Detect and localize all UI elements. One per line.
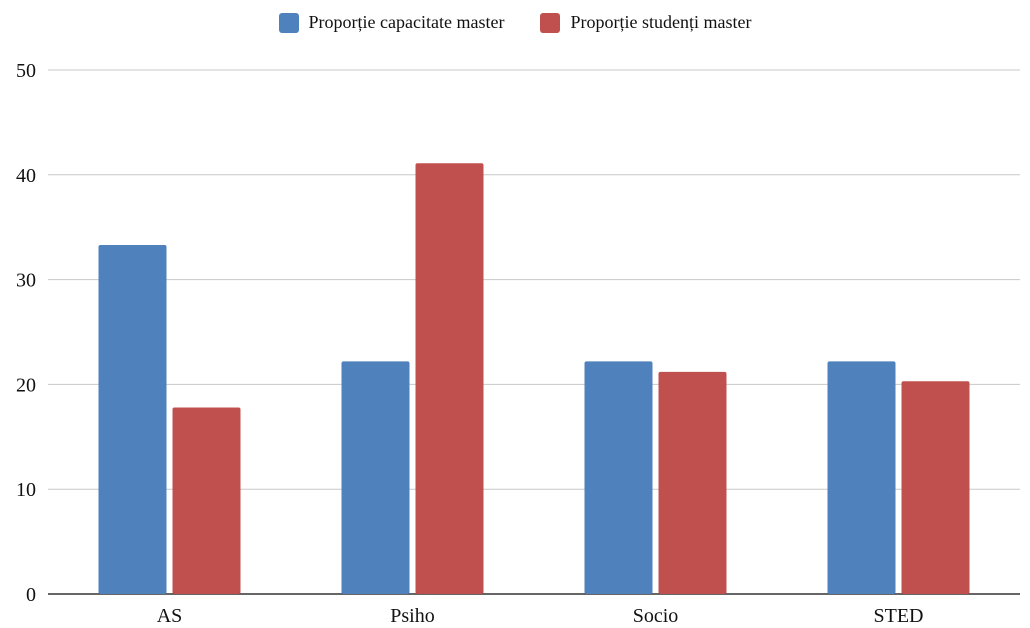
x-tick-label: STED bbox=[874, 605, 924, 627]
legend-label-students: Proporție studenți master bbox=[570, 12, 752, 32]
x-tick-label: Psiho bbox=[390, 605, 434, 627]
y-tick-label: 30 bbox=[16, 270, 36, 292]
y-tick-label: 10 bbox=[16, 479, 36, 501]
bar-students-as bbox=[172, 407, 241, 594]
y-tick-label: 20 bbox=[16, 374, 36, 396]
legend-item-students: Proporție studenți master bbox=[540, 12, 751, 33]
legend-label-capacity: Proporție capacitate master bbox=[308, 12, 505, 32]
bar-capacity-sted bbox=[827, 361, 896, 594]
legend: Proporție capacitate master Proporție st… bbox=[0, 12, 1030, 33]
bar-capacity-socio bbox=[584, 361, 653, 594]
bar-capacity-psiho bbox=[341, 361, 410, 594]
x-tick-label: AS bbox=[157, 605, 183, 627]
y-tick-label: 0 bbox=[26, 584, 36, 606]
y-tick-label: 40 bbox=[16, 165, 36, 187]
x-tick-label: Socio bbox=[633, 605, 679, 627]
y-tick-label: 50 bbox=[16, 60, 36, 82]
legend-swatch-capacity bbox=[278, 12, 299, 33]
legend-item-capacity: Proporție capacitate master bbox=[278, 12, 505, 33]
bar-students-sted bbox=[901, 381, 970, 594]
bar-students-socio bbox=[658, 371, 727, 594]
bar-capacity-as bbox=[98, 245, 167, 595]
legend-swatch-students bbox=[540, 12, 561, 33]
bar-students-psiho bbox=[415, 163, 484, 594]
